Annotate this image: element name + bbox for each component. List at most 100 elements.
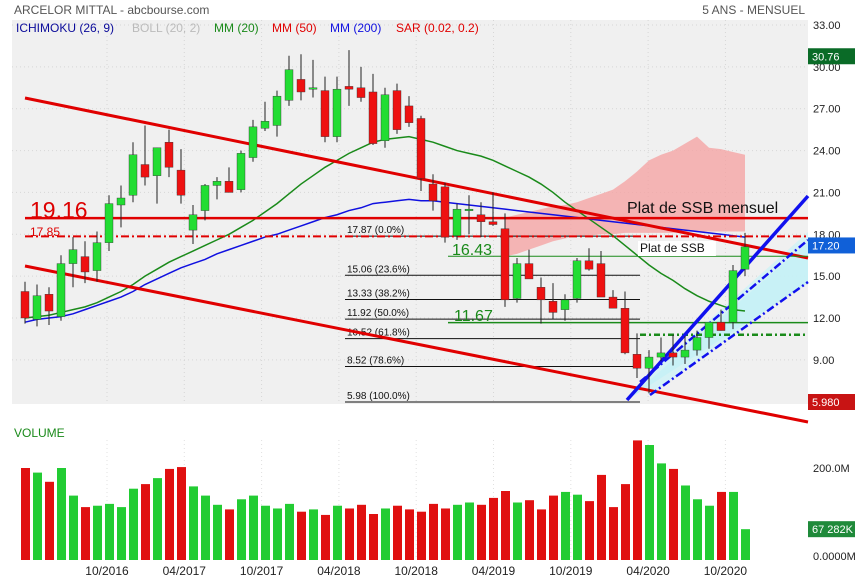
fib-label: 17.87 (0.0%) [347, 225, 404, 236]
volume-title: VOLUME [14, 426, 65, 440]
candle-body [20, 291, 30, 319]
price-tag [808, 237, 855, 254]
y-tick-label: 15.00 [813, 271, 841, 283]
legend-ichimoku: ICHIMOKU (26, 9) [16, 21, 115, 35]
candle-body [392, 90, 402, 130]
upper-trend-line [24, 96, 809, 260]
legend-mm20: MM (20) [214, 21, 259, 35]
volume-bar [429, 503, 438, 560]
candle-body [440, 186, 450, 238]
volume-bar [741, 529, 750, 560]
candle-body [500, 228, 510, 301]
volume-bar [81, 507, 90, 560]
candle-body [44, 294, 54, 312]
candle-body [68, 249, 78, 264]
y-tick-label: 21.00 [813, 187, 841, 199]
candle-body [716, 321, 726, 331]
annotation-ssb: Plat de SSB [640, 241, 705, 255]
volume-bar [105, 503, 114, 560]
candle-body [332, 88, 342, 137]
candle-body [404, 105, 414, 123]
volume-bar [549, 495, 558, 560]
volume-bar [609, 507, 618, 560]
volume-bar [501, 491, 510, 560]
candle-body [140, 164, 150, 178]
volume-bar [693, 499, 702, 560]
candle-body [236, 153, 246, 190]
volume-bar [489, 497, 498, 560]
volume-tick-label: 0.0000M [813, 551, 855, 563]
y-tick-label: 27.00 [813, 104, 841, 116]
x-tick-label: 10/2016 [85, 564, 129, 578]
candle-body [176, 169, 186, 196]
candle-body [416, 118, 426, 179]
volume-bar [537, 509, 546, 560]
annotation-ssb-mensuel: Plat de SSB mensuel [627, 200, 778, 217]
volume-bar [621, 484, 630, 560]
volume-tick-label: 200.0M [813, 463, 850, 475]
volume-bar [729, 491, 738, 560]
annotation-16-43: 16.43 [452, 242, 492, 259]
volume-bar [453, 504, 462, 560]
volume-tag-label: 67 282K [812, 524, 854, 536]
volume-bar [477, 504, 486, 560]
x-tick-label: 04/2020 [626, 564, 670, 578]
candle-body [536, 287, 546, 301]
volume-bar [117, 507, 126, 560]
volume-bar [357, 504, 366, 560]
volume-bar [465, 502, 474, 560]
volume-bar [189, 486, 198, 560]
volume-bar [297, 511, 306, 560]
volume-bar [633, 440, 642, 560]
candle-body [80, 256, 90, 273]
candle-body [704, 321, 714, 338]
chart-title: ARCELOR MITTAL - abcbourse.com [14, 3, 210, 17]
candle-body [692, 337, 702, 351]
volume-bar [129, 488, 138, 560]
volume-bar [669, 468, 678, 560]
candle-body [272, 95, 282, 126]
price-tag-label: 5.980 [812, 397, 840, 409]
volume-tag [808, 521, 855, 538]
volume-bar [573, 494, 582, 560]
volume-bar [165, 468, 174, 560]
candle-body [380, 94, 390, 142]
volume-bar [177, 467, 186, 560]
candle-body [356, 87, 366, 98]
volume-bar [273, 508, 282, 560]
volume-bar [441, 508, 450, 560]
fib-label: 5.98 (100.0%) [347, 391, 410, 402]
volume-bar [681, 485, 690, 560]
volume-bar [717, 491, 726, 560]
fib-label: 13.33 (38.2%) [347, 288, 410, 299]
candle-body [260, 121, 270, 129]
channel-mid-line [639, 239, 809, 383]
volume-bar [525, 500, 534, 560]
volume-bar [33, 472, 42, 560]
volume-bar [705, 505, 714, 560]
mm200-line [24, 198, 746, 323]
annotation-17-85: 17.85 [30, 225, 60, 239]
volume-bar [345, 508, 354, 560]
candle-body [488, 221, 498, 225]
candle-body [512, 263, 522, 299]
volume-bar [405, 509, 414, 560]
annotation-11-67: 11.67 [454, 308, 493, 325]
candle-body [740, 246, 750, 270]
volume-bar [585, 501, 594, 560]
volume-bar [141, 484, 150, 560]
x-tick-label: 10/2020 [704, 564, 748, 578]
price-tag-label: 30.76 [812, 51, 840, 63]
candle-body [596, 263, 606, 298]
volume-bar [201, 495, 210, 560]
volume-bar [69, 495, 78, 560]
y-tick-label: 33.00 [813, 20, 841, 32]
annotation-ssb-bg [638, 241, 716, 256]
candle-body [572, 260, 582, 299]
candle-body [152, 147, 162, 176]
legend-mm50: MM (50) [272, 21, 317, 35]
candle-body [164, 142, 174, 168]
annotation-19-16: 19.16 [30, 197, 88, 223]
volume-bar [381, 508, 390, 560]
